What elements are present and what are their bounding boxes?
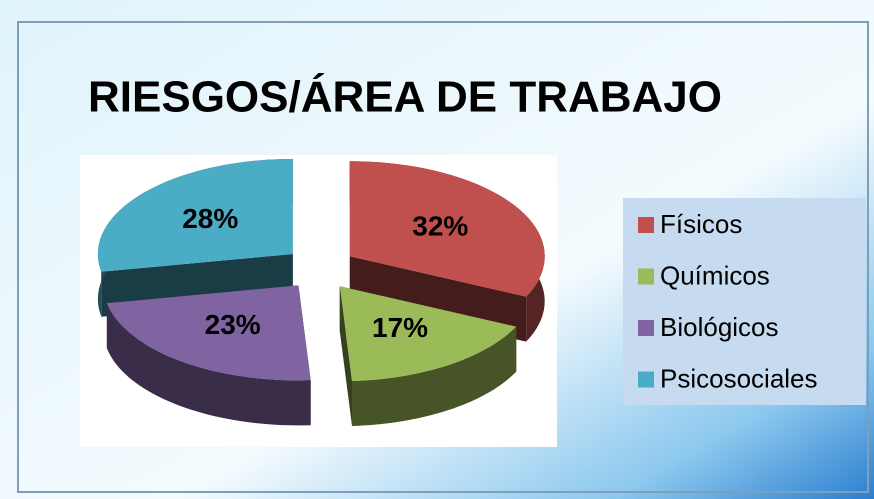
data-label: 32% bbox=[412, 211, 468, 242]
slice bbox=[349, 161, 545, 297]
slice-side bbox=[106, 303, 311, 426]
frame bbox=[17, 21, 869, 493]
legend-swatch bbox=[638, 268, 654, 285]
slice-edge bbox=[339, 286, 353, 427]
legend-swatch bbox=[638, 371, 654, 388]
legend-label: Psicosociales bbox=[660, 363, 818, 393]
legend-swatch bbox=[638, 217, 654, 233]
slice bbox=[97, 158, 293, 272]
legend-swatch bbox=[638, 320, 654, 336]
data-label: 28% bbox=[182, 203, 238, 234]
legend-entries: Físicos Químicos Biológicos Psicosociales bbox=[638, 209, 818, 393]
legend-label: Físicos bbox=[660, 209, 742, 239]
legend-label: Biológicos bbox=[660, 312, 779, 342]
data-label: 23% bbox=[205, 309, 261, 340]
pie: 32% 17% 23% 28% bbox=[97, 158, 545, 427]
slice-side bbox=[352, 326, 517, 427]
chart-title: RIESGOS/ÁREA DE TRABAJO bbox=[88, 72, 722, 122]
data-label: 17% bbox=[372, 312, 428, 343]
legend-label: Químicos bbox=[660, 260, 770, 290]
slice bbox=[339, 286, 517, 382]
legend bbox=[623, 198, 866, 405]
slice bbox=[106, 285, 311, 381]
